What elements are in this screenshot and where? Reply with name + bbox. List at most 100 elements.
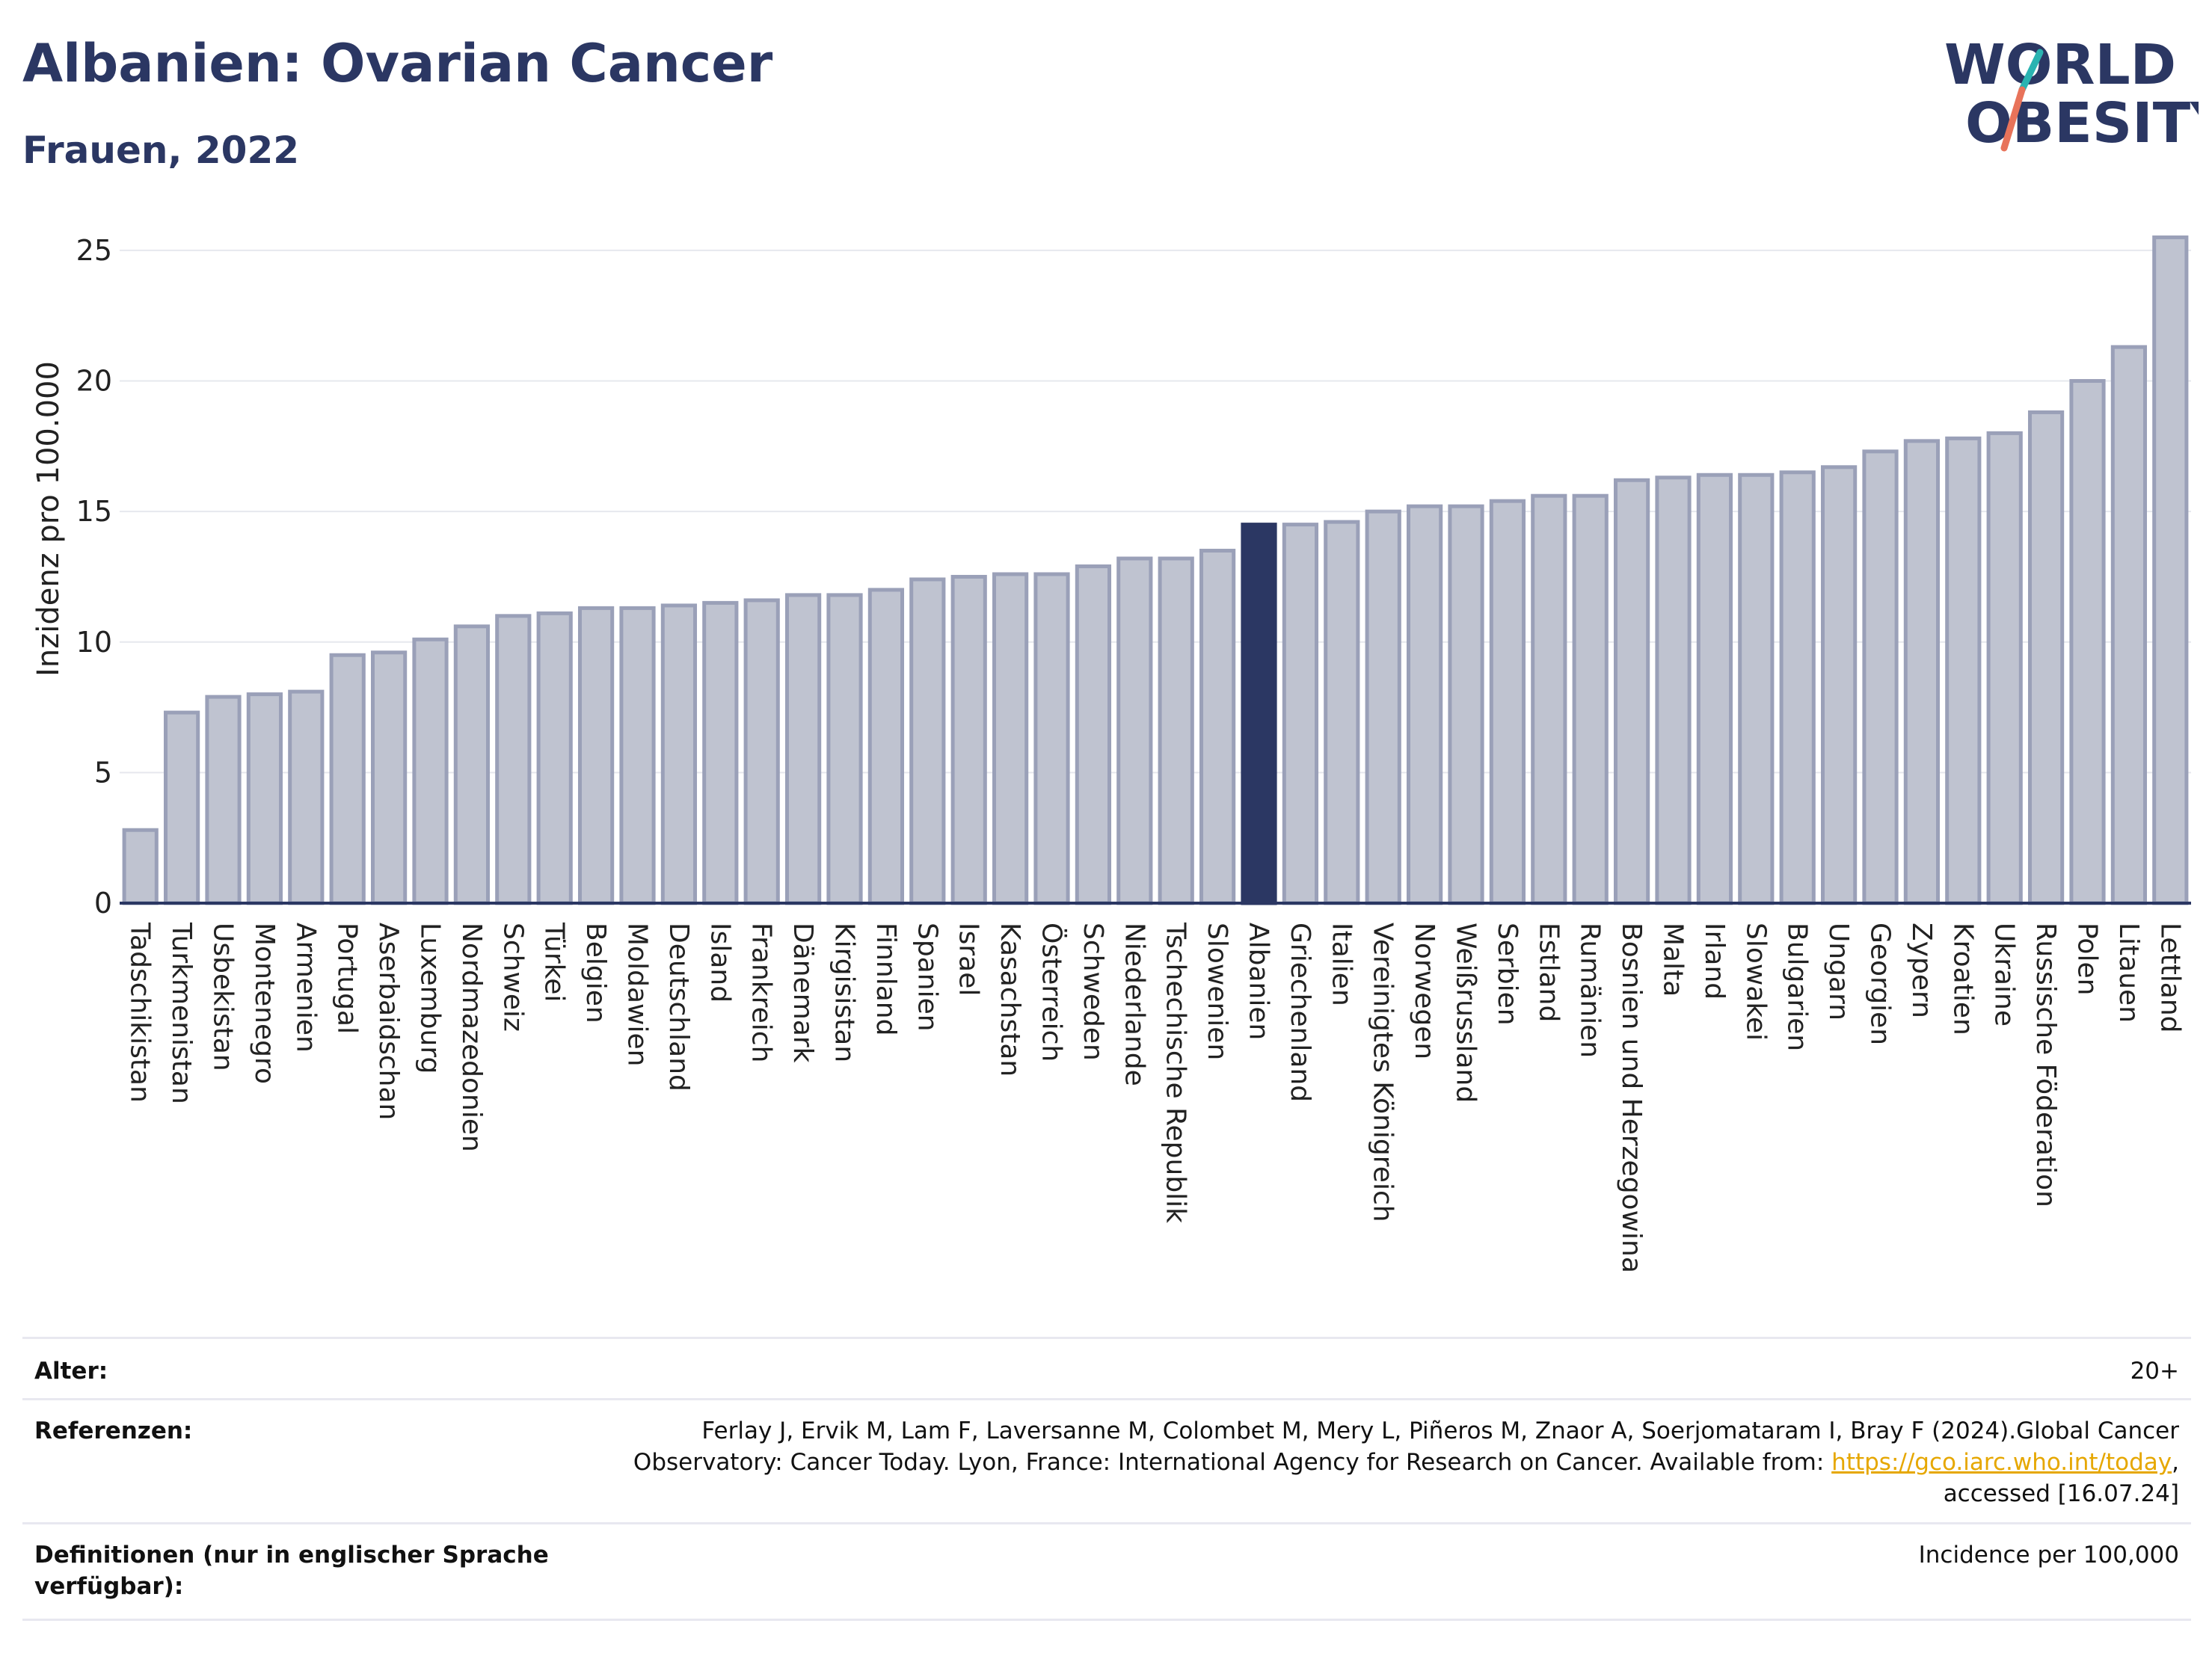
age-value: 20+: [2130, 1358, 2179, 1385]
bar-Israel: [950, 574, 987, 905]
x-tick-label: Deutschland: [663, 923, 694, 1092]
x-tick-label: Tadschikistan: [125, 922, 156, 1103]
bar-Zypern: [1903, 439, 1941, 905]
bar-Schweiz: [495, 614, 532, 905]
bar-chart: 0 5 10 15 20 25 Tadschikistan Turkmenistan Usbe…: [31, 234, 2191, 1273]
bar-Norwegen: [1406, 504, 1443, 905]
x-tick-label: Malta: [1658, 923, 1689, 997]
bar-Spanien: [909, 577, 946, 905]
bar-Griechenland: [1282, 523, 1319, 905]
bar-Estland: [1531, 493, 1567, 905]
bar-Slowakei: [1738, 473, 1775, 905]
x-tick-label: Island: [704, 923, 735, 1003]
x-tick-label: Lettland: [2154, 923, 2185, 1033]
bar-Luxemburg: [412, 637, 449, 905]
bar-Rumänien: [1572, 493, 1609, 905]
reference-line-2-end: ,: [2172, 1449, 2179, 1476]
x-tick-label: Kroatien: [1947, 923, 1978, 1035]
bar-Moldawien: [619, 606, 656, 905]
logo-slash-coral: [2000, 86, 2026, 152]
bar-Frankreich: [743, 598, 780, 905]
bar-Island: [702, 600, 739, 905]
bar-Finnland: [867, 588, 905, 905]
x-tick-label: Dänemark: [787, 923, 818, 1063]
bar-Weißrussland: [1448, 504, 1484, 905]
logo-line1: WORLD: [1944, 33, 2176, 97]
bar-Turkmenistan: [163, 710, 200, 905]
x-tick-label: Türkei: [539, 922, 570, 1002]
x-tick-label: Österreich: [1036, 923, 1068, 1062]
references-value: Ferlay J, Ervik M, Lam F, Laversanne M, …: [633, 1415, 2179, 1509]
x-tick-label: Slowakei: [1740, 923, 1771, 1041]
x-tick-label: Ungarn: [1823, 923, 1854, 1021]
y-tick-label: 10: [76, 626, 112, 659]
chart-title: Albanien: Ovarian Cancer: [22, 33, 773, 94]
bar-Litauen: [2110, 345, 2148, 905]
reference-line-3: accessed [16.07.24]: [1943, 1480, 2179, 1507]
bar-Deutschland: [660, 603, 698, 905]
x-tick-label: Aserbaidschan: [373, 923, 404, 1120]
y-axis-ticks: 0 5 10 15 20 25: [76, 234, 112, 920]
y-tick-label: 15: [76, 495, 112, 528]
info-row-definitions: Definitionen (nur in englischer Sprache …: [22, 1522, 2191, 1621]
x-tick-label: Israel: [953, 923, 984, 996]
y-tick-label: 0: [94, 887, 112, 920]
bar-Türkei: [536, 611, 573, 905]
bar-Malta: [1655, 475, 1692, 905]
x-tick-label: Zypern: [1906, 923, 1937, 1018]
x-axis-ticks: Tadschikistan Turkmenistan Usbekistan Monte…: [125, 922, 2186, 1273]
reference-line-2: Observatory: Cancer Today. Lyon, France:…: [633, 1447, 2179, 1478]
bar-Lettland: [2152, 235, 2189, 905]
x-tick-label: Georgien: [1865, 923, 1896, 1045]
bar-Georgien: [1862, 449, 1899, 905]
x-tick-label: Usbekistan: [208, 923, 239, 1071]
bar-Tadschikistan: [122, 828, 159, 905]
y-tick-label: 20: [76, 365, 112, 398]
bar-Schweden: [1075, 564, 1112, 905]
bar-Kroatien: [1945, 436, 1982, 905]
x-tick-label: Montenegro: [249, 923, 280, 1084]
chart-subtitle: Frauen, 2022: [22, 129, 300, 172]
references-label: Referenzen:: [34, 1418, 193, 1444]
bar-Italien: [1324, 520, 1360, 905]
x-tick-label: Schweiz: [497, 923, 528, 1032]
bar-Russische Föderation: [2027, 410, 2065, 905]
x-tick-label: Polen: [2072, 923, 2103, 995]
bar-Vereinigtes Königreich: [1365, 509, 1401, 905]
x-tick-label: Nordmazedonien: [456, 923, 487, 1152]
bar-Bosnien und Herzegowina: [1613, 478, 1650, 905]
reference-link[interactable]: https://gco.iarc.who.int/today: [1831, 1449, 2172, 1476]
x-tick-label: Slowenien: [1202, 923, 1232, 1060]
x-tick-label: Irland: [1699, 923, 1730, 1000]
bars: [122, 235, 2189, 905]
x-tick-label: Finnland: [870, 923, 901, 1035]
bar-Portugal: [329, 653, 366, 905]
x-tick-label: Italien: [1326, 923, 1357, 1006]
reference-line-1: Ferlay J, Ervik M, Lam F, Laversanne M, …: [701, 1418, 2179, 1444]
x-tick-label: Kasachstan: [995, 923, 1025, 1077]
bar-Niederlande: [1116, 556, 1153, 905]
x-tick-label: Vereinigtes Königreich: [1368, 923, 1398, 1222]
info-row-references: Referenzen: Ferlay J, Ervik M, Lam F, La…: [22, 1398, 2191, 1524]
bar-Armenien: [288, 689, 325, 905]
bar-Aserbaidschan: [370, 650, 408, 905]
x-tick-label: Albanien: [1244, 923, 1274, 1040]
bar-Belgien: [577, 606, 615, 905]
x-tick-label: Turkmenistan: [166, 922, 197, 1104]
bar-Ungarn: [1820, 465, 1858, 905]
bar-Dänemark: [784, 593, 822, 905]
definitions-label: Definitionen (nur in englischer Sprache …: [34, 1539, 549, 1602]
x-tick-label: Tschechische Republik: [1161, 922, 1191, 1223]
bar-Serbien: [1489, 499, 1526, 905]
x-tick-label: Bosnien und Herzegowina: [1616, 923, 1647, 1273]
bar-Kirgisistan: [826, 593, 863, 905]
bar-Tschechische Republik: [1158, 556, 1194, 905]
x-tick-label: Rumänien: [1575, 923, 1606, 1058]
x-tick-label: Schweden: [1078, 923, 1108, 1061]
bar-Bulgarien: [1779, 470, 1816, 905]
logo-slash-teal: [2018, 49, 2044, 93]
bar-Slowenien: [1199, 549, 1236, 905]
world-obesity-logo: WORLD OBESITY: [1944, 33, 2199, 156]
info-row-age: Alter: 20+: [22, 1337, 2191, 1400]
x-tick-label: Serbien: [1492, 923, 1523, 1026]
